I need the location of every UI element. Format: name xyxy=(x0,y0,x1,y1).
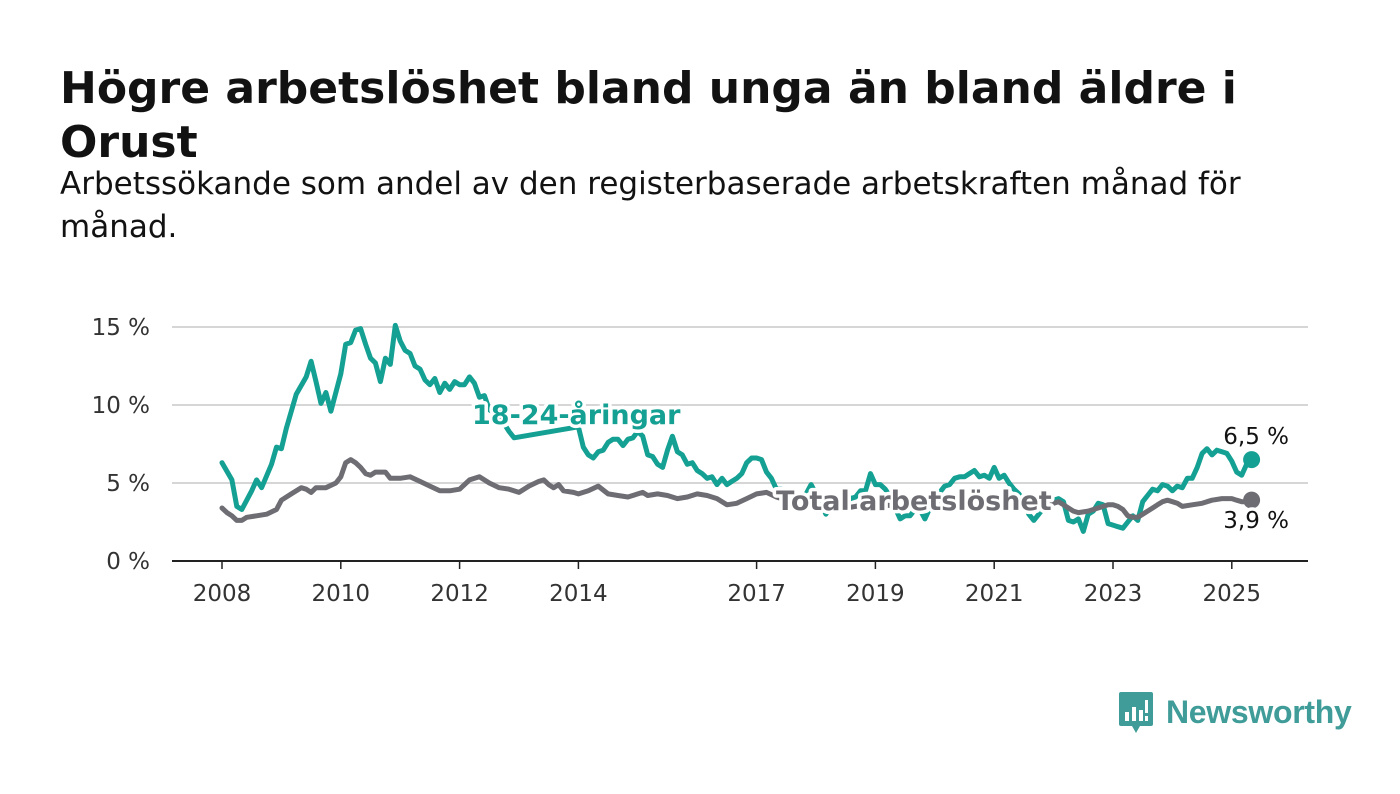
x-tick-label: 2023 xyxy=(1084,581,1143,607)
y-tick-label: 5 % xyxy=(106,471,150,497)
youth-end-value-label: 6,5 % xyxy=(1223,424,1289,450)
newsworthy-logo: Newsworthy xyxy=(1118,690,1352,734)
series-lines xyxy=(219,322,1261,534)
y-tick-label: 10 % xyxy=(92,393,150,419)
chart-title: Högre arbetslöshet bland unga än bland ä… xyxy=(60,63,1237,168)
x-tick-label: 2010 xyxy=(312,581,371,607)
x-tick-label: 2025 xyxy=(1203,581,1262,607)
youth-series-line xyxy=(219,322,1255,534)
total-series-line xyxy=(219,457,1255,523)
series-labels: 18-24-åringar Total arbetslöshet 6,5 % 3,9 … xyxy=(469,396,1293,538)
x-tick-label: 2014 xyxy=(549,581,608,607)
x-axis: 2008 2010 2012 2014 2017 2019 2021 2023 2025 xyxy=(172,560,1308,607)
y-tick-label: 15 % xyxy=(92,315,150,341)
y-axis: 0 % 5 % 10 % 15 % xyxy=(92,315,150,575)
x-tick-label: 2012 xyxy=(430,581,489,607)
youth-end-point xyxy=(1243,451,1261,469)
youth-series-label: 18-24-åringar xyxy=(472,399,681,431)
bar-chart-icon xyxy=(1119,692,1153,733)
total-end-point xyxy=(1243,491,1261,509)
x-tick-label: 2019 xyxy=(846,581,905,607)
total-end-value-label: 3,9 % xyxy=(1223,508,1289,534)
y-tick-label: 0 % xyxy=(106,549,150,575)
total-series-label: Total arbetslöshet xyxy=(776,486,1052,517)
x-tick-label: 2017 xyxy=(727,581,786,607)
brand-name: Newsworthy xyxy=(1166,693,1352,730)
x-tick-label: 2008 xyxy=(193,581,252,607)
x-tick-label: 2021 xyxy=(965,581,1024,607)
chart-subtitle: Arbetssökande som andel av den registerb… xyxy=(60,166,1241,245)
